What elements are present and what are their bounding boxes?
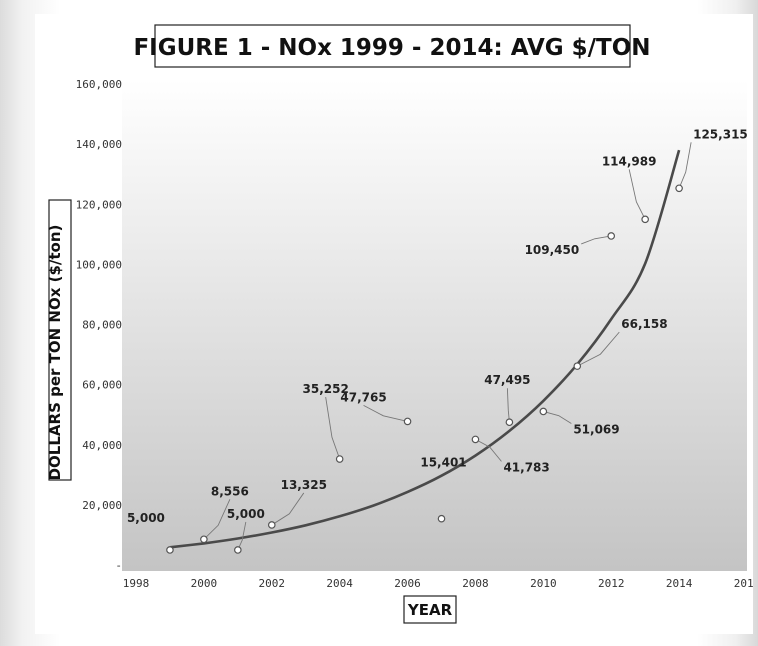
chart-panel: FIGURE 1 - NOx 1999 - 2014: AVG $/TON DO… bbox=[35, 14, 753, 634]
leader-line bbox=[577, 331, 620, 367]
x-tick-label: 2010 bbox=[530, 577, 557, 590]
data-label: 125,315 bbox=[693, 127, 748, 141]
leader-line bbox=[363, 405, 408, 422]
chart: FIGURE 1 - NOx 1999 - 2014: AVG $/TON DO… bbox=[46, 24, 753, 624]
y-tick-label: 120,000 bbox=[76, 198, 122, 211]
data-point bbox=[641, 215, 649, 224]
title-box bbox=[154, 24, 631, 68]
points-layer bbox=[166, 184, 683, 554]
y-tick-label: 140,000 bbox=[76, 138, 122, 151]
x-tick-label: 2008 bbox=[462, 577, 489, 590]
data-point bbox=[505, 418, 514, 427]
x-tick-label: 2012 bbox=[598, 577, 625, 590]
data-label: 13,325 bbox=[281, 478, 327, 492]
data-point bbox=[471, 435, 480, 444]
ticks-layer: - 20,000 40,000 60,000 80,000 100,000 120,000 1… bbox=[76, 78, 753, 590]
x-tick-label: 2014 bbox=[666, 577, 693, 590]
leader-line bbox=[543, 411, 572, 424]
x-axis-label-box bbox=[403, 595, 457, 624]
x-tick-label: 2002 bbox=[259, 577, 286, 590]
data-label: 114,989 bbox=[602, 154, 657, 168]
data-label: 15,401 bbox=[420, 456, 466, 470]
data-label: 109,450 bbox=[525, 243, 580, 257]
data-label: 8,556 bbox=[211, 484, 249, 498]
data-point bbox=[403, 417, 412, 426]
x-tick-label: 1998 bbox=[123, 577, 150, 590]
data-point bbox=[166, 546, 174, 554]
data-label: 5,000 bbox=[227, 507, 265, 521]
leader-line bbox=[325, 396, 341, 460]
data-point bbox=[539, 407, 548, 416]
y-tick-label: - bbox=[115, 559, 122, 572]
data-point bbox=[234, 546, 242, 554]
data-point bbox=[437, 514, 446, 523]
data-label: 41,783 bbox=[503, 460, 549, 474]
data-label: 47,495 bbox=[484, 373, 530, 387]
y-axis-label: DOLLARS per TON NOx ($/ton) bbox=[46, 225, 64, 481]
x-tick-label: 2004 bbox=[326, 577, 353, 590]
y-axis-label-group: DOLLARS per TON NOx ($/ton) bbox=[46, 199, 72, 481]
data-point bbox=[607, 232, 616, 240]
plot-area bbox=[122, 80, 747, 571]
y-tick-label: 160,000 bbox=[76, 78, 122, 91]
data-label: 35,252 bbox=[303, 382, 349, 396]
y-tick-label: 20,000 bbox=[82, 499, 122, 512]
x-tick-label: 2000 bbox=[191, 577, 218, 590]
x-axis-label: YEAR bbox=[407, 601, 453, 619]
data-label: 66,158 bbox=[621, 317, 667, 331]
y-axis-label-box bbox=[48, 199, 72, 481]
leader-line bbox=[203, 499, 231, 540]
y-tick-label: 60,000 bbox=[82, 379, 122, 392]
data-label: 5,000 bbox=[127, 511, 165, 525]
data-point bbox=[200, 535, 208, 544]
leader-line bbox=[678, 142, 692, 189]
trendline bbox=[169, 149, 681, 549]
data-point bbox=[267, 521, 276, 529]
data-point bbox=[573, 362, 582, 370]
chart-title: FIGURE 1 - NOx 1999 - 2014: AVG $/TON bbox=[133, 35, 650, 61]
data-label: 47,765 bbox=[340, 390, 386, 404]
x-tick-label: 2006 bbox=[394, 577, 421, 590]
leader-lines-layer bbox=[203, 142, 692, 551]
y-tick-label: 100,000 bbox=[76, 258, 122, 271]
leader-line bbox=[628, 169, 646, 220]
y-tick-label: 40,000 bbox=[82, 439, 122, 452]
y-tick-label: 80,000 bbox=[82, 319, 122, 332]
leader-line bbox=[581, 235, 612, 245]
data-point bbox=[675, 184, 683, 193]
x-tick-label: 2016 bbox=[734, 577, 753, 590]
leader-line bbox=[271, 492, 305, 526]
data-label: 51,069 bbox=[573, 422, 619, 436]
data-point bbox=[335, 455, 344, 463]
leader-line bbox=[475, 438, 502, 462]
leader-line bbox=[506, 388, 510, 423]
